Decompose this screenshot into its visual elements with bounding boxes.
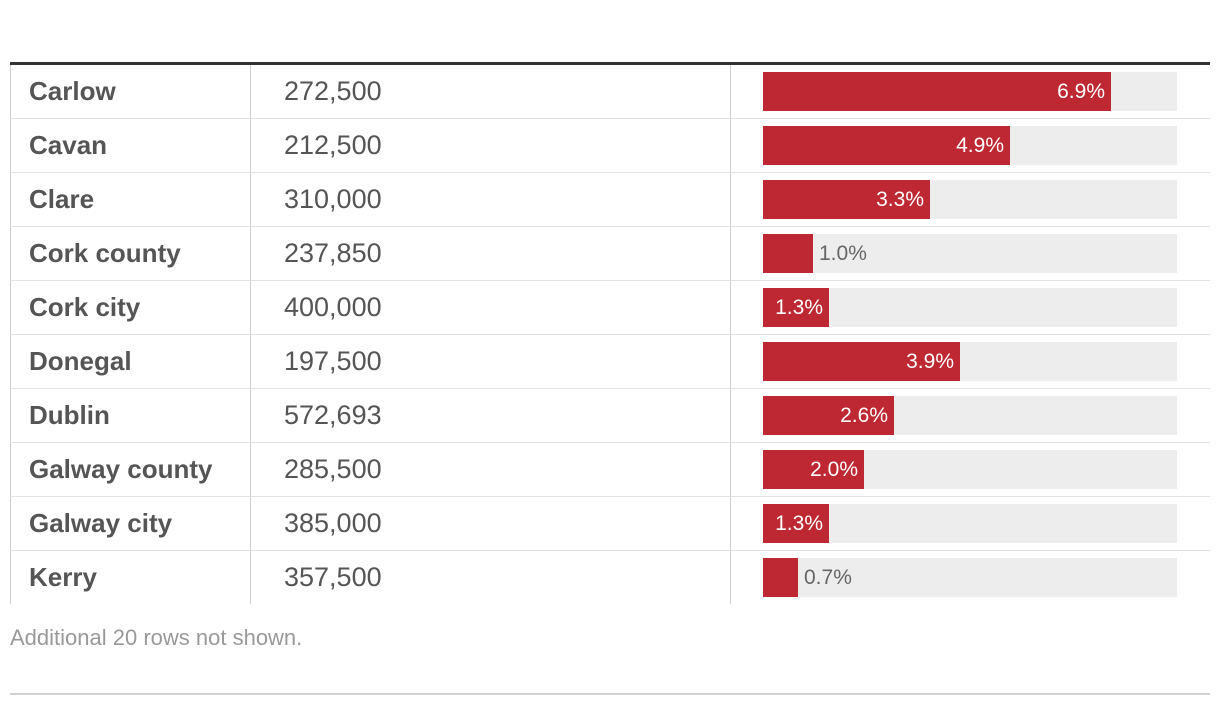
bar-track: 1.0% <box>763 234 1177 273</box>
bar-value-label: 1.0% <box>819 242 867 265</box>
data-table: Carlow 272,500 6.9% Cavan 212,500 4.9% Clare 31… <box>10 62 1210 604</box>
bar-cell: 6.9% <box>731 65 1210 118</box>
bar-cell: 0.7% <box>731 551 1210 604</box>
table-row: Cork city 400,000 1.3% <box>10 281 1210 335</box>
county-name: Kerry <box>10 551 251 604</box>
bar-value-label: 4.9% <box>956 134 1004 157</box>
bar <box>763 342 960 381</box>
table-row: Carlow 272,500 6.9% <box>10 65 1210 119</box>
bar-cell: 3.3% <box>731 173 1210 226</box>
bar-track: 3.9% <box>763 342 1177 381</box>
table-row: Galway city 385,000 1.3% <box>10 497 1210 551</box>
table-row: Clare 310,000 3.3% <box>10 173 1210 227</box>
bar <box>763 180 930 219</box>
bar-value-label: 0.7% <box>804 566 852 589</box>
bar-track: 2.6% <box>763 396 1177 435</box>
table-row: Dublin 572,693 2.6% <box>10 389 1210 443</box>
footnote: Additional 20 rows not shown. <box>10 625 303 650</box>
bar <box>763 450 864 489</box>
median-price: 310,000 <box>251 173 731 226</box>
bottom-divider <box>10 693 1210 695</box>
median-price: 400,000 <box>251 281 731 334</box>
bar-cell: 1.3% <box>731 497 1210 550</box>
bar-cell: 4.9% <box>731 119 1210 172</box>
bar-cell: 1.3% <box>731 281 1210 334</box>
table-row: Donegal 197,500 3.9% <box>10 335 1210 389</box>
bar <box>763 504 829 543</box>
median-price: 272,500 <box>251 65 731 118</box>
bar-track: 6.9% <box>763 72 1177 111</box>
county-name: Cork county <box>10 227 251 280</box>
county-name: Dublin <box>10 389 251 442</box>
county-name: Clare <box>10 173 251 226</box>
county-name: Galway county <box>10 443 251 496</box>
bar-value-label: 6.9% <box>1057 80 1105 103</box>
county-name: Donegal <box>10 335 251 388</box>
county-name: Cork city <box>10 281 251 334</box>
median-price: 572,693 <box>251 389 731 442</box>
bar-value-label: 3.9% <box>906 350 954 373</box>
bar <box>763 126 1010 165</box>
bar-track: 3.3% <box>763 180 1177 219</box>
bar <box>763 288 829 327</box>
table-row: Cavan 212,500 4.9% <box>10 119 1210 173</box>
bar <box>763 234 813 273</box>
median-price: 212,500 <box>251 119 731 172</box>
bar-value-label: 3.3% <box>876 188 924 211</box>
bar-track: 4.9% <box>763 126 1177 165</box>
median-price: 357,500 <box>251 551 731 604</box>
bar <box>763 558 798 597</box>
median-price: 285,500 <box>251 443 731 496</box>
bar <box>763 396 894 435</box>
median-price: 197,500 <box>251 335 731 388</box>
bar-track: 1.3% <box>763 288 1177 327</box>
county-name: Cavan <box>10 119 251 172</box>
table-body: Carlow 272,500 6.9% Cavan 212,500 4.9% Clare 31… <box>10 65 1210 604</box>
table-row: Galway county 285,500 2.0% <box>10 443 1210 497</box>
bar-track: 2.0% <box>763 450 1177 489</box>
bar-cell: 2.0% <box>731 443 1210 496</box>
bar-cell: 2.6% <box>731 389 1210 442</box>
bar-cell: 1.0% <box>731 227 1210 280</box>
bar <box>763 72 1111 111</box>
bar-value-label: 2.6% <box>840 404 888 427</box>
table-row: Cork county 237,850 1.0% <box>10 227 1210 281</box>
bar-track: 0.7% <box>763 558 1177 597</box>
bar-track: 1.3% <box>763 504 1177 543</box>
county-name: Galway city <box>10 497 251 550</box>
bar-value-label: 1.3% <box>775 512 823 535</box>
county-name: Carlow <box>10 65 251 118</box>
median-price: 385,000 <box>251 497 731 550</box>
bar-value-label: 1.3% <box>775 296 823 319</box>
bar-value-label: 2.0% <box>810 458 858 481</box>
table-row: Kerry 357,500 0.7% <box>10 551 1210 604</box>
bar-cell: 3.9% <box>731 335 1210 388</box>
median-price: 237,850 <box>251 227 731 280</box>
